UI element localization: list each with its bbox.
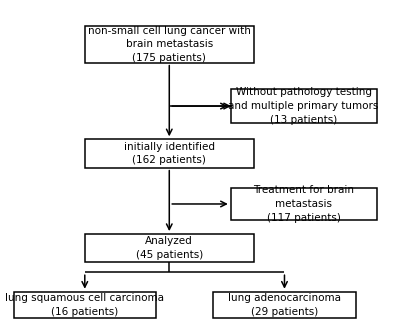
FancyBboxPatch shape xyxy=(85,26,254,63)
FancyBboxPatch shape xyxy=(14,291,156,318)
FancyBboxPatch shape xyxy=(231,89,377,123)
Text: Without pathology testing
and multiple primary tumors
(13 patients): Without pathology testing and multiple p… xyxy=(228,88,379,125)
FancyBboxPatch shape xyxy=(231,188,377,220)
Text: Analyzed
(45 patients): Analyzed (45 patients) xyxy=(136,237,203,260)
FancyBboxPatch shape xyxy=(85,139,254,168)
Text: lung squamous cell carcinoma
(16 patients): lung squamous cell carcinoma (16 patient… xyxy=(5,293,164,317)
Text: non-small cell lung cancer with
brain metastasis
(175 patients): non-small cell lung cancer with brain me… xyxy=(88,26,251,63)
Text: Treatment for brain
metastasis
(117 patients): Treatment for brain metastasis (117 pati… xyxy=(253,185,354,223)
FancyBboxPatch shape xyxy=(214,291,356,318)
Text: lung adenocarcinoma
(29 patients): lung adenocarcinoma (29 patients) xyxy=(228,293,341,317)
FancyBboxPatch shape xyxy=(85,234,254,263)
Text: initially identified
(162 patients): initially identified (162 patients) xyxy=(124,142,215,165)
